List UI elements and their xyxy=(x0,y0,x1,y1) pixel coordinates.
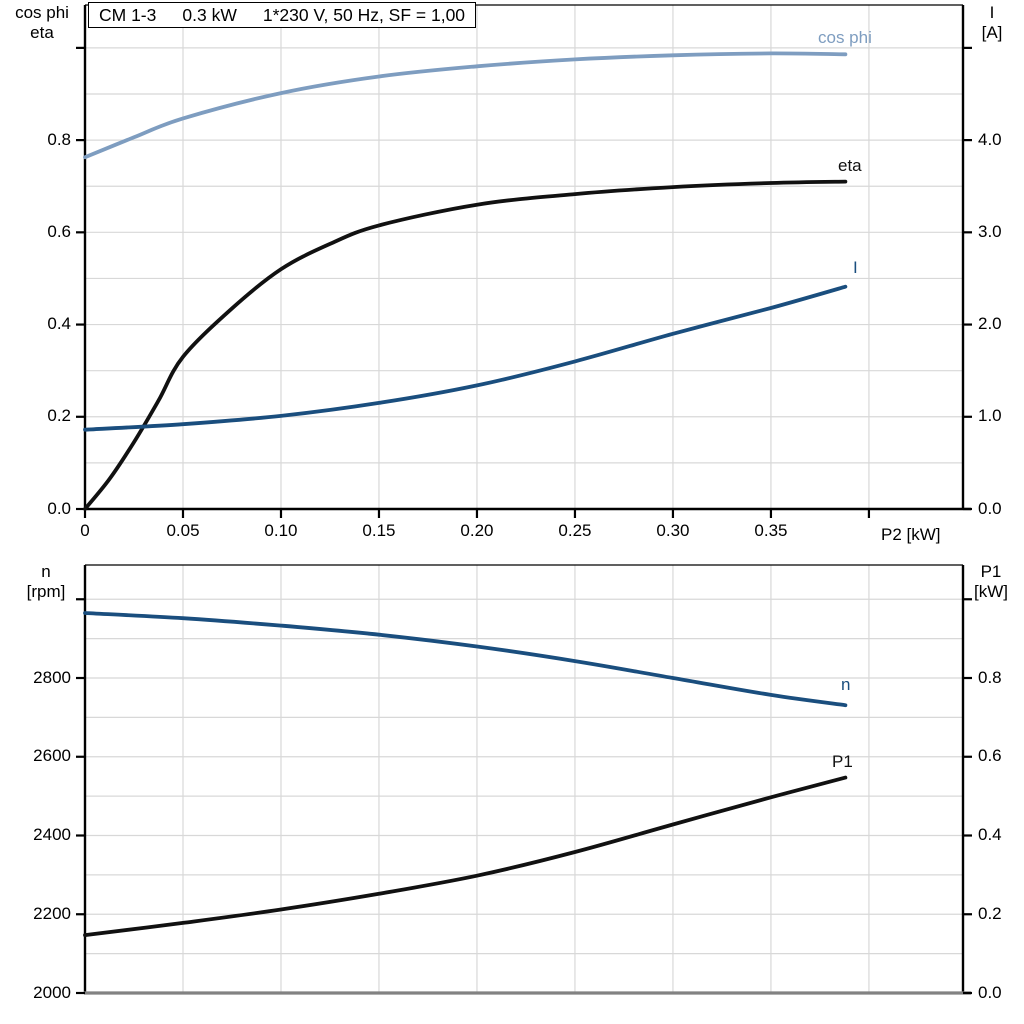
title-model: CM 1-3 xyxy=(99,4,157,25)
title-voltage: 1*230 V, 50 Hz, SF = 1,00 xyxy=(262,4,466,25)
title-power: 0.3 kW xyxy=(182,4,237,25)
curve-cos-phi xyxy=(83,51,848,160)
curve-p1 xyxy=(83,775,848,937)
title-box: CM 1-3 0.3 kW 1*230 V, 50 Hz, SF = 1,00 xyxy=(88,2,477,28)
curve-i xyxy=(83,284,848,432)
curve-eta xyxy=(83,179,848,511)
curve-n xyxy=(83,611,848,708)
